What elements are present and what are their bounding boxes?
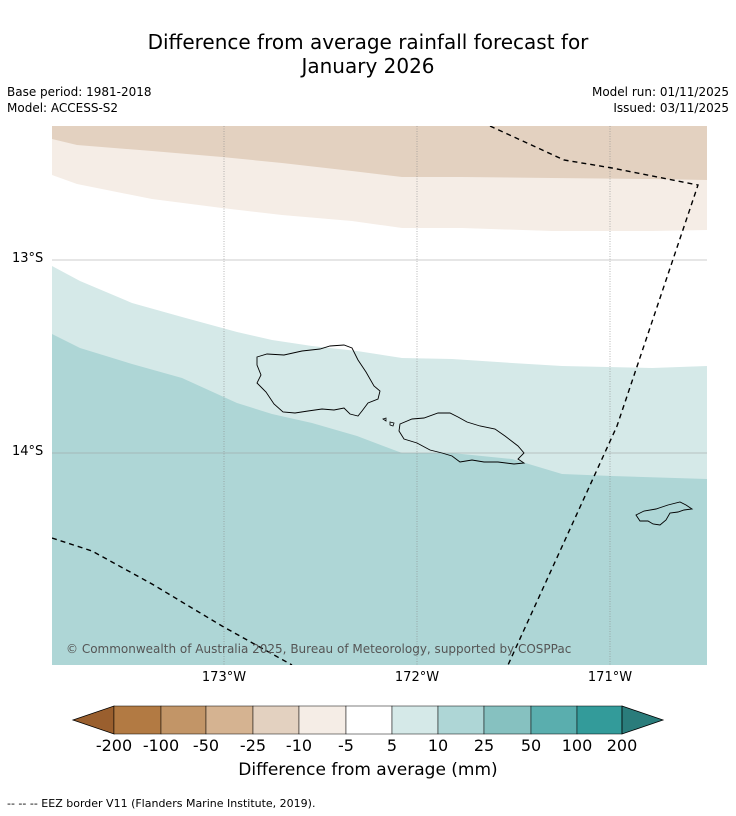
- colorbar-label-5: -5: [338, 736, 354, 755]
- colorbar-bin-5: [345, 705, 393, 735]
- colorbar-label-4: -10: [285, 736, 313, 755]
- colorbar-bin-1: [160, 705, 207, 735]
- lon-label-171w: 171°W: [587, 670, 633, 685]
- colorbar-label-11: 200: [606, 736, 638, 755]
- zone-brown-light: [52, 126, 707, 180]
- colorbar-label-2: -50: [192, 736, 220, 755]
- island-apolima: [389, 421, 395, 427]
- issued-date: Issued: 03/11/2025: [613, 101, 729, 115]
- colorbar-label-1: -100: [142, 736, 180, 755]
- colorbar-bin-6: [391, 705, 439, 735]
- eez-border-southwest: [52, 537, 293, 665]
- colorbar-bin-4: [298, 705, 347, 735]
- colorbar: [71, 705, 665, 735]
- colorbar-label-0: -200: [95, 736, 133, 755]
- copyright-notice: © Commonwealth of Australia 2025, Bureau…: [66, 642, 572, 656]
- colorbar-label-3: -25: [239, 736, 267, 755]
- model-run: Model run: 01/11/2025: [591, 85, 729, 99]
- colorbar-label-10: 100: [561, 736, 593, 755]
- base-period: Base period: 1981-2018: [7, 85, 152, 99]
- lon-label-173w: 173°W: [201, 670, 247, 685]
- meta-left: Base period: 1981-2018 Model: ACCESS-S2: [7, 84, 152, 116]
- rainfall-map: [52, 126, 707, 665]
- lat-label-13s: 13°S: [12, 251, 44, 266]
- model-name: Model: ACCESS-S2: [7, 101, 119, 115]
- colorbar-label-6: 5: [386, 736, 398, 755]
- lat-label-14s: 14°S: [12, 444, 44, 459]
- colorbar-bin-2: [205, 705, 254, 735]
- colorbar-bin-9: [530, 705, 578, 735]
- colorbar-extend-low: [71, 705, 115, 735]
- island-tutuila: [635, 501, 694, 526]
- colorbar-bin-8: [483, 705, 532, 735]
- colorbar-label-7: 10: [427, 736, 449, 755]
- title-line-2: January 2026: [301, 54, 435, 78]
- island-upolu: [398, 412, 526, 465]
- colorbar-bin-0: [113, 705, 162, 735]
- colorbar-label-8: 25: [473, 736, 495, 755]
- lon-label-172w: 172°W: [394, 670, 440, 685]
- colorbar-extend-high: [621, 705, 665, 735]
- eez-legend-note: -- -- -- EEZ border V11 (Flanders Marine…: [7, 797, 316, 810]
- colorbar-label-9: 50: [520, 736, 542, 755]
- colorbar-bin-10: [576, 705, 623, 735]
- island-manono: [382, 417, 387, 422]
- colorbar-bin-7: [437, 705, 485, 735]
- colorbar-title: Difference from average (mm): [238, 760, 498, 780]
- meta-right: Model run: 01/11/2025 Issued: 03/11/2025: [592, 84, 729, 116]
- colorbar-bin-3: [252, 705, 300, 735]
- map-title: Difference from average rainfall forecas…: [0, 30, 736, 78]
- title-line-1: Difference from average rainfall forecas…: [147, 30, 589, 54]
- island-savaii: [256, 344, 381, 417]
- eez-border-east: [489, 126, 699, 665]
